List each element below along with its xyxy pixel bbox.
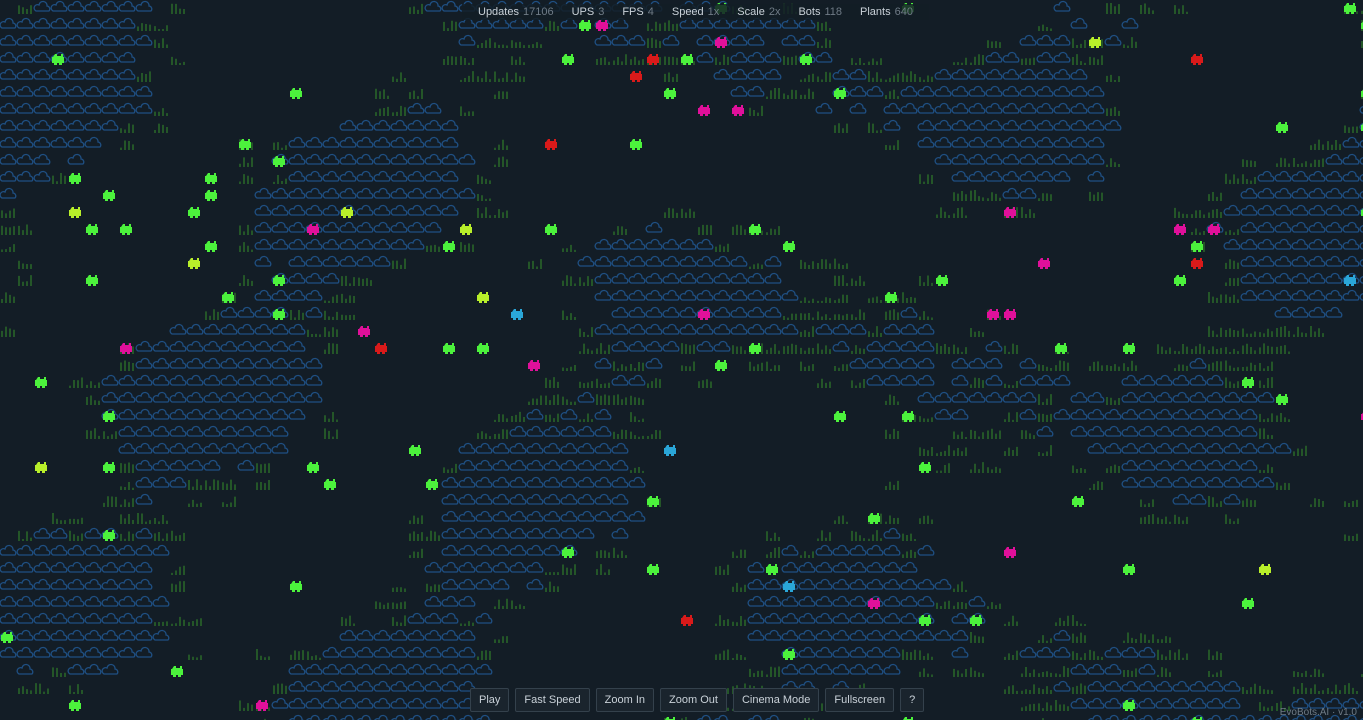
stat-label: Updates <box>478 6 519 18</box>
stat-value: 2x <box>768 6 781 18</box>
stat: Updates 17106 <box>478 6 554 18</box>
control-button[interactable]: ? <box>900 688 925 712</box>
control-button[interactable]: Zoom In <box>595 688 655 712</box>
stat: UPS 3 <box>572 6 605 18</box>
stat-value: 4 <box>647 6 654 18</box>
stat-value: 3 <box>598 6 605 18</box>
stat-value: 17106 <box>522 6 554 18</box>
bots <box>1 3 1363 720</box>
stat: Scale 2x <box>737 6 780 18</box>
stat: Plants 640 <box>860 6 913 18</box>
stat-label: Bots <box>798 6 821 18</box>
control-button[interactable]: Zoom Out <box>660 688 727 712</box>
stat-value: 1x <box>707 6 720 18</box>
stat-label: FPS <box>622 6 644 18</box>
plants <box>1 3 1363 720</box>
stat: Speed 1x <box>672 6 719 18</box>
stat: Bots 118 <box>798 6 842 18</box>
footer: EvoBots.AI · v1.0 <box>1279 707 1357 718</box>
stat-label: UPS <box>571 6 595 18</box>
control-button[interactable]: Play <box>470 688 510 712</box>
control-button[interactable]: Fast Speed <box>515 688 590 712</box>
control-button[interactable]: Cinema Mode <box>732 688 820 712</box>
stat-label: Scale <box>737 6 765 18</box>
stat-label: Plants <box>860 6 891 18</box>
control-button[interactable]: Fullscreen <box>825 688 895 712</box>
stat: FPS 4 <box>622 6 654 18</box>
bots <box>375 54 1203 626</box>
bots <box>35 37 1271 575</box>
bots <box>511 275 1356 592</box>
controls: Play Fast Speed Zoom In Zoom Out Cinema Mode… <box>470 688 925 712</box>
stat-value: 640 <box>894 6 913 18</box>
stats-bar: Updates 17106 UPS 3 FPS 4 Speed 1x Scale 2x Bots 11… <box>462 4 929 20</box>
stat-value: 118 <box>824 6 843 18</box>
stat-label: Speed <box>671 6 704 18</box>
